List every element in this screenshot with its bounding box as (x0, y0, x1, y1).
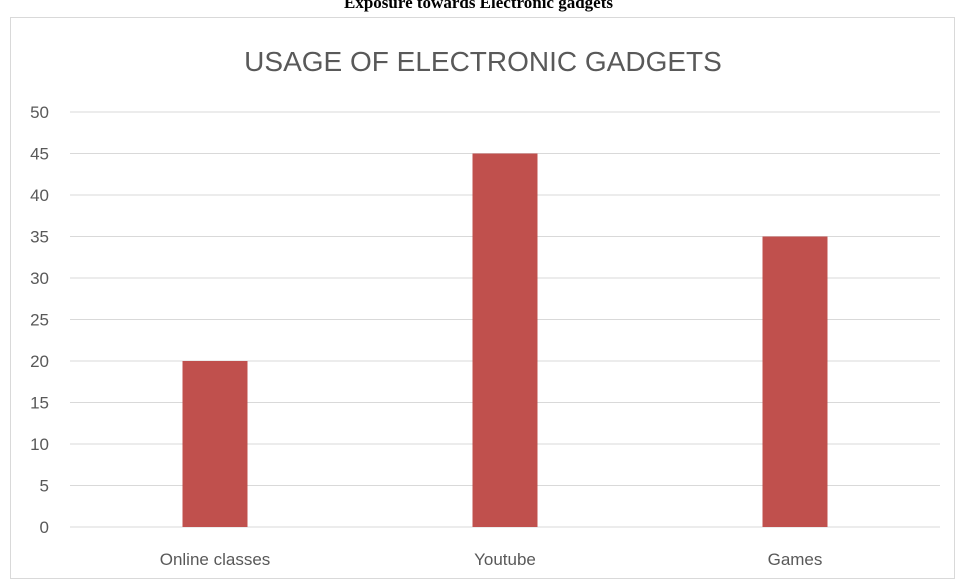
bar-online-classes (182, 361, 248, 527)
x-axis-ticks: Online classes Youtube Games (160, 550, 823, 569)
y-tick-label: 0 (40, 518, 49, 537)
y-tick-label: 5 (40, 477, 49, 496)
bars (182, 153, 828, 527)
chart-title: USAGE OF ELECTRONIC GADGETS (244, 46, 722, 77)
x-tick-label: Online classes (160, 550, 271, 569)
y-tick-label: 20 (30, 352, 49, 371)
y-tick-label: 15 (30, 394, 49, 413)
y-axis-ticks: 0 5 10 15 20 25 30 35 40 45 50 (30, 103, 49, 537)
y-tick-label: 30 (30, 269, 49, 288)
document-caption: Exposure towards Electronic gadgets (343, 0, 613, 12)
bar-youtube (472, 153, 538, 527)
y-tick-label: 25 (30, 311, 49, 330)
x-tick-label: Youtube (474, 550, 536, 569)
y-tick-label: 50 (30, 103, 49, 122)
y-tick-label: 35 (30, 228, 49, 247)
y-tick-label: 45 (30, 145, 49, 164)
bar-games (762, 236, 828, 527)
y-tick-label: 40 (30, 186, 49, 205)
y-tick-label: 10 (30, 435, 49, 454)
x-tick-label: Games (768, 550, 823, 569)
